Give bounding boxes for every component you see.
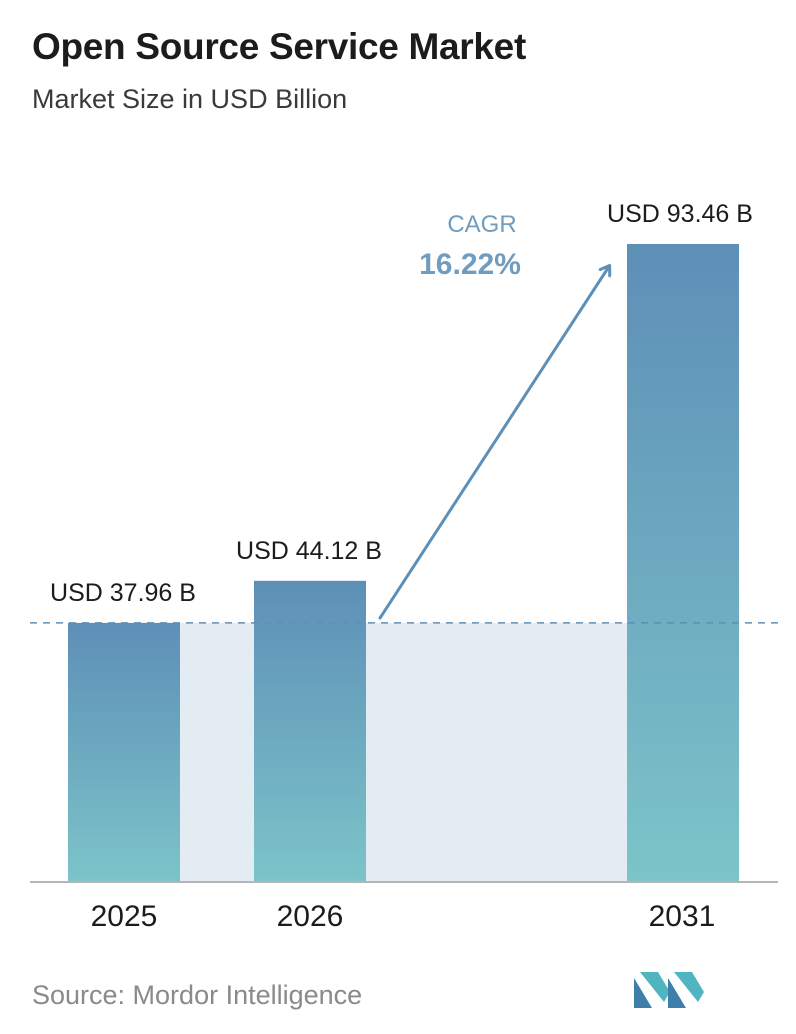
source-note: Source: Mordor Intelligence xyxy=(32,980,363,1010)
cagr-arrow xyxy=(378,268,608,620)
reference-bands xyxy=(180,622,627,882)
reference-band-1 xyxy=(180,622,254,882)
x-tick-label-2031: 2031 xyxy=(649,900,716,933)
bars-group xyxy=(68,244,739,882)
bar-2031 xyxy=(627,244,739,882)
x-tick-label-2025: 2025 xyxy=(91,900,158,933)
bar-2025 xyxy=(68,622,180,882)
chart-title: Open Source Service Market xyxy=(32,26,526,67)
x-tick-label-2026: 2026 xyxy=(277,900,344,933)
bar-2026 xyxy=(254,580,366,882)
cagr-label: CAGR xyxy=(447,211,516,238)
data-label-2025: USD 37.96 B xyxy=(50,579,196,607)
reference-band-2 xyxy=(366,622,627,882)
data-label-2026: USD 44.12 B xyxy=(236,537,382,565)
mordor-intelligence-logo-icon xyxy=(634,972,704,1008)
cagr-value: 16.22% xyxy=(419,248,521,281)
x-tick-labels-group: 2025 2026 2031 xyxy=(91,900,716,933)
chart-subtitle: Market Size in USD Billion xyxy=(32,84,348,114)
data-label-2031: USD 93.46 B xyxy=(607,200,753,228)
data-labels-group: USD 37.96 B USD 44.12 B USD 93.46 B xyxy=(50,200,753,607)
